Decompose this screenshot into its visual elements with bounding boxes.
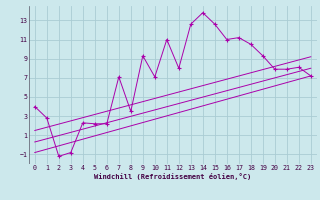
- X-axis label: Windchill (Refroidissement éolien,°C): Windchill (Refroidissement éolien,°C): [94, 173, 252, 180]
